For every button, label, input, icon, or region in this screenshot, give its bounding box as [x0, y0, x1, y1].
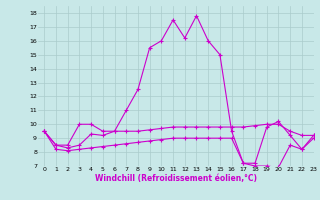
X-axis label: Windchill (Refroidissement éolien,°C): Windchill (Refroidissement éolien,°C) — [95, 174, 257, 183]
